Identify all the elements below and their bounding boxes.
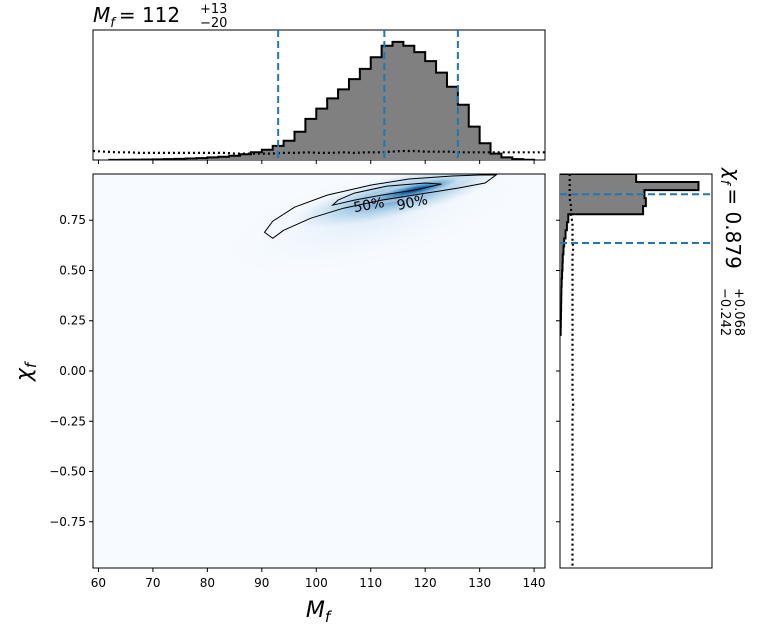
x-tick-label: 80 bbox=[200, 576, 215, 590]
top-histogram-bar bbox=[327, 98, 339, 160]
top-histogram-bar bbox=[250, 152, 263, 160]
main-x-ticks: 60 70 80 90 100 110 120 130 140 bbox=[91, 568, 546, 590]
side-histogram-bar bbox=[560, 246, 564, 255]
side-histogram-yticks bbox=[556, 219, 560, 523]
top-histogram-bar bbox=[436, 72, 448, 160]
top-histogram-bar bbox=[425, 61, 437, 160]
side-histogram-bar bbox=[560, 214, 569, 223]
y-tick-label: 0.25 bbox=[59, 314, 86, 328]
side-histogram-bar bbox=[560, 182, 699, 191]
top-histogram-content bbox=[93, 30, 545, 160]
x-axis-label: Mf bbox=[306, 598, 333, 626]
main-density-panel: 50% 90% 60 70 80 90 100 110 120 130 140 0.75 0.50… bbox=[12, 173, 546, 626]
y-tick-label: 0.00 bbox=[59, 364, 86, 378]
y-tick-label: −0.25 bbox=[49, 414, 86, 428]
top-histogram-bar bbox=[457, 104, 470, 160]
top-histogram-xticks bbox=[97, 160, 535, 164]
x-tick-label: 140 bbox=[523, 576, 546, 590]
y-tick-label: −0.50 bbox=[49, 465, 86, 479]
y-tick-label: 0.50 bbox=[59, 263, 86, 277]
top-histogram-bar bbox=[392, 41, 404, 160]
top-histogram-bar bbox=[207, 157, 219, 160]
top-histogram: Mf = 112 +13 −20 bbox=[92, 2, 546, 164]
contour-label-50: 50% bbox=[352, 195, 385, 216]
side-histogram-bar bbox=[560, 174, 637, 183]
spin-title-lower-error: −0.242 bbox=[717, 288, 732, 336]
top-histogram-bar bbox=[370, 57, 383, 160]
top-histogram-bar bbox=[490, 153, 502, 160]
top-histogram-bar bbox=[240, 154, 252, 160]
x-tick-label: 130 bbox=[468, 576, 491, 590]
x-tick-label: 110 bbox=[359, 576, 382, 590]
top-histogram-bar bbox=[283, 140, 295, 160]
top-histogram-bar bbox=[261, 149, 274, 160]
contour-50-percent bbox=[330, 182, 442, 207]
top-histogram-bar bbox=[338, 89, 350, 160]
top-histogram-bar bbox=[294, 131, 306, 160]
side-prior-curve bbox=[568, 174, 575, 568]
y-tick-label: −0.75 bbox=[49, 515, 86, 529]
top-prior-curve bbox=[93, 149, 545, 155]
side-histogram-frame bbox=[559, 173, 713, 569]
mass-title-lower-error: −20 bbox=[200, 16, 227, 31]
density-heatmap: 50% 90% bbox=[205, 174, 537, 281]
side-histogram-bar bbox=[560, 222, 567, 231]
spin-title: χf= 0.879 +0.068 −0.242 bbox=[717, 167, 746, 336]
side-histogram-bar bbox=[560, 230, 566, 239]
side-histogram-bar bbox=[560, 190, 645, 199]
spin-title-upper-error: +0.068 bbox=[731, 288, 746, 336]
side-histogram-bar bbox=[560, 262, 563, 271]
side-histogram-content bbox=[560, 174, 712, 568]
top-histogram-bar bbox=[229, 155, 241, 160]
contour-label-90: 90% bbox=[395, 192, 429, 214]
y-axis-label: χf bbox=[12, 360, 40, 382]
x-tick-label: 70 bbox=[145, 576, 160, 590]
side-histogram-bar bbox=[560, 270, 563, 279]
top-histogram-bar bbox=[501, 157, 513, 160]
main-y-ticks: 0.75 0.50 0.25 0.00 −0.25 −0.50 −0.75 bbox=[49, 213, 93, 529]
side-histogram-outline bbox=[560, 174, 700, 336]
svg-text:χf= 0.879: χf= 0.879 bbox=[717, 167, 745, 269]
top-histogram-bar bbox=[218, 156, 230, 160]
top-histogram-bar bbox=[468, 126, 481, 160]
top-histogram-bar bbox=[316, 108, 328, 160]
side-histogram-bar bbox=[560, 198, 646, 207]
contour-90-percent bbox=[263, 174, 498, 239]
mass-title-upper-error: +13 bbox=[200, 2, 227, 17]
top-histogram-bar bbox=[305, 118, 317, 160]
top-histogram-bar bbox=[414, 52, 426, 160]
side-histogram: χf= 0.879 +0.068 −0.242 bbox=[556, 167, 746, 569]
x-tick-label: 90 bbox=[254, 576, 269, 590]
top-histogram-outline bbox=[108, 40, 536, 160]
top-histogram-bar bbox=[479, 143, 491, 160]
top-histogram-bar bbox=[403, 45, 415, 160]
x-tick-label: 60 bbox=[91, 576, 106, 590]
top-histogram-bar bbox=[381, 45, 393, 160]
x-tick-label: 100 bbox=[305, 576, 328, 590]
top-histogram-bar bbox=[359, 68, 372, 160]
top-histogram-bar bbox=[446, 86, 459, 160]
side-histogram-bar bbox=[560, 206, 644, 215]
x-tick-label: 120 bbox=[414, 576, 437, 590]
top-histogram-bar bbox=[348, 79, 361, 160]
mass-title: Mf = 112 bbox=[93, 3, 180, 31]
y-tick-label: 0.75 bbox=[59, 213, 86, 227]
side-histogram-bar bbox=[560, 254, 563, 263]
